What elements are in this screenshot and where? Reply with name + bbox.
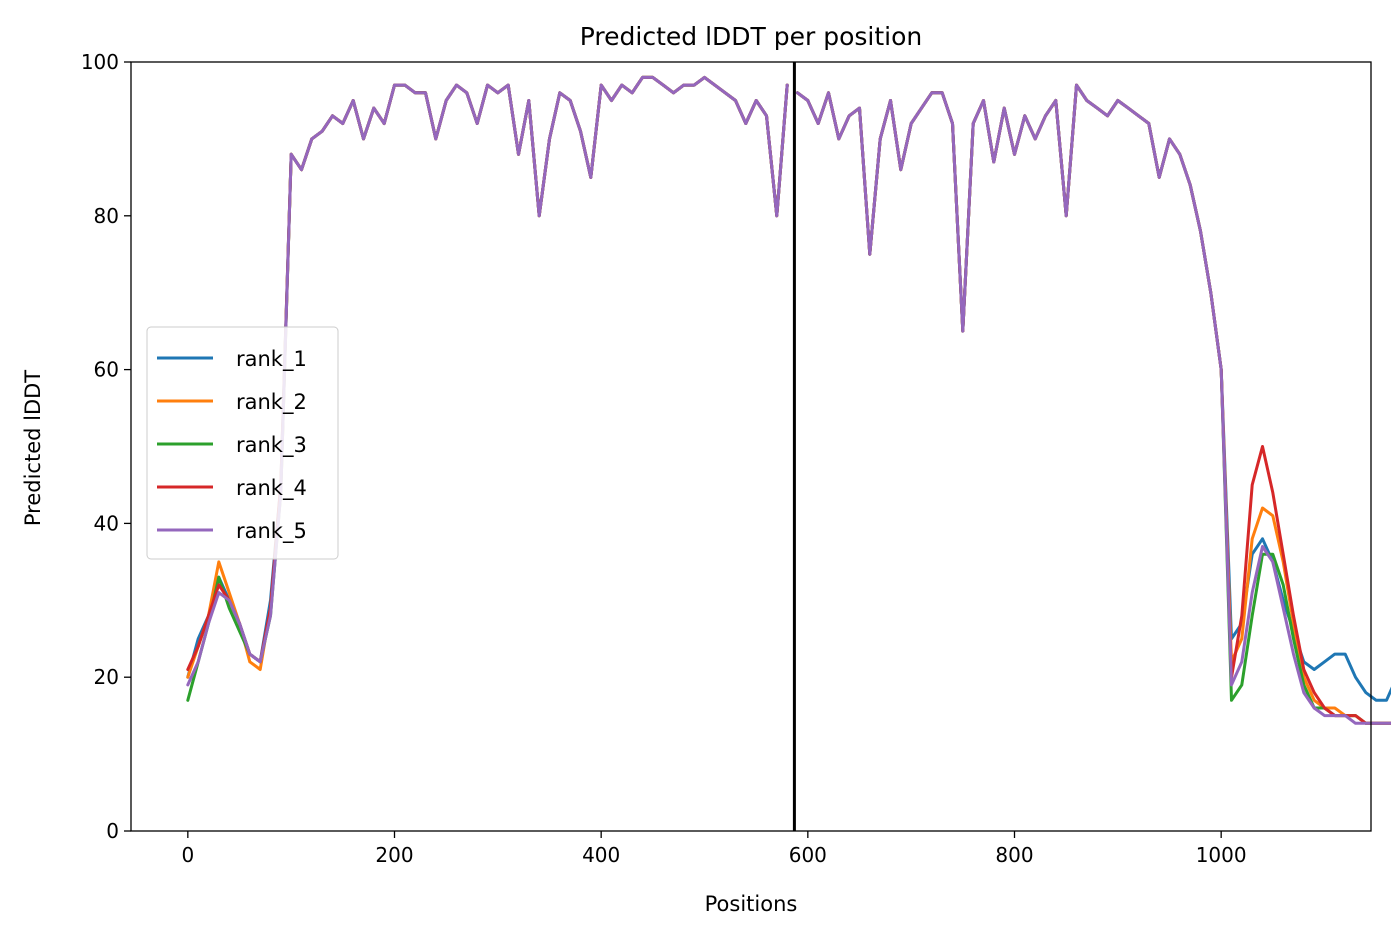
x-axis-title: Positions — [705, 892, 798, 916]
y-tick-label: 40 — [94, 511, 119, 535]
legend: rank_1 rank_2 rank_3 rank_4 rank_5 — [146, 326, 339, 560]
legend-entries: rank_1 rank_2 rank_3 rank_4 rank_5 — [157, 347, 307, 544]
series-line-rank-5 — [186, 75, 1391, 725]
y-tick-label: 20 — [94, 665, 119, 689]
legend-label-rank-3: rank_3 — [236, 433, 307, 458]
series-group — [186, 75, 1391, 725]
y-tick-label: 60 — [94, 358, 119, 382]
legend-label-rank-5: rank_5 — [236, 519, 307, 544]
x-tick-label: 0 — [181, 843, 194, 867]
plot-area — [130, 61, 1391, 832]
x-tick-label: 1000 — [1196, 843, 1247, 867]
y-tick-label: 0 — [106, 819, 119, 843]
chart-title: Predicted lDDT per position — [580, 22, 922, 51]
y-tick-label: 100 — [81, 50, 119, 74]
y-tick-label: 80 — [94, 204, 119, 228]
x-tick-label: 200 — [375, 843, 413, 867]
x-tick-label: 400 — [582, 843, 620, 867]
legend-label-rank-2: rank_2 — [236, 390, 307, 415]
legend-label-rank-4: rank_4 — [236, 476, 307, 501]
y-axis: 0 20 40 60 80 100 — [81, 50, 131, 843]
legend-box — [146, 326, 339, 560]
x-tick-label: 800 — [995, 843, 1033, 867]
x-axis: 0 200 400 600 800 1000 — [181, 831, 1247, 867]
plot-frame — [130, 61, 1372, 832]
y-axis-title: Predicted lDDT — [21, 370, 45, 526]
x-tick-label: 600 — [789, 843, 827, 867]
legend-label-rank-1: rank_1 — [236, 347, 307, 372]
